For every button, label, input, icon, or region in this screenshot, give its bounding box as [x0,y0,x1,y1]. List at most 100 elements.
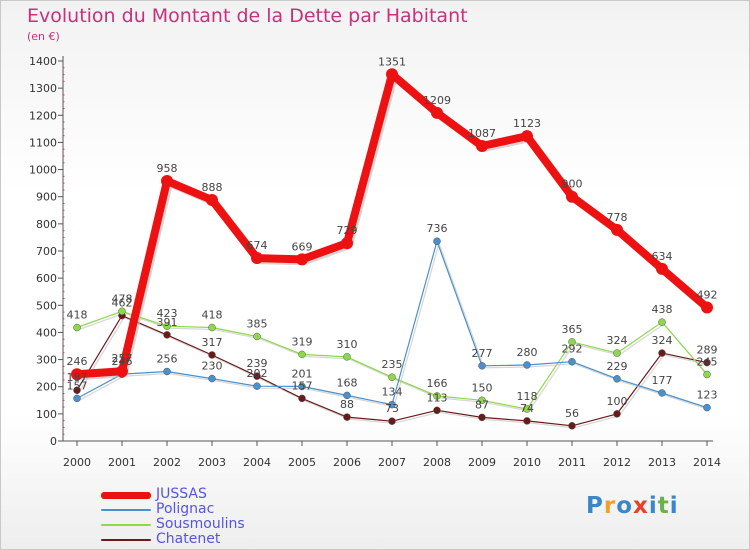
data-label-chatenet: 462 [112,297,133,310]
data-label-chatenet: 157 [292,379,313,392]
logo-letter: r [603,493,617,519]
data-label-jussas: 257 [112,352,133,365]
data-label-polignac: 157 [67,379,88,392]
data-label-jussas: 492 [697,288,718,301]
data-label-polignac: 229 [607,360,628,373]
data-label-jussas: 1351 [378,55,406,68]
data-label-jussas: 674 [247,239,268,252]
data-point-polignac [478,362,486,370]
data-label-sousmoulins: 418 [202,309,223,322]
y-tick-label: 1300 [29,82,57,95]
legend-label: Polignac [156,501,215,517]
data-point-chatenet [568,422,576,430]
data-point-polignac [523,361,531,369]
data-label-sousmoulins: 324 [607,334,628,347]
logo-letter: i [648,493,658,519]
data-label-sousmoulins: 245 [697,356,718,369]
data-label-chatenet: 74 [520,402,534,415]
data-label-sousmoulins: 235 [382,358,403,371]
data-point-sousmoulins [208,323,216,332]
logo-letter: i [669,493,679,519]
data-point-polignac [613,375,621,383]
data-label-polignac: 736 [427,222,448,235]
data-point-polignac [568,357,576,366]
y-tick-label: 0 [50,435,57,448]
data-label-polignac: 277 [472,347,493,360]
data-point-jussas [566,190,578,203]
data-point-chatenet [343,413,351,421]
chart-title: Evolution du Montant de la Dette par Hab… [27,5,468,27]
data-point-chatenet [658,349,666,357]
data-point-sousmoulins [253,332,261,341]
data-label-chatenet: 187 [67,371,88,384]
x-tick-label: 2008 [423,456,451,469]
data-label-jussas: 246 [67,355,88,368]
data-point-chatenet [298,394,306,403]
y-tick-label: 100 [36,408,57,421]
data-label-polignac: 280 [517,346,538,359]
data-label-chatenet: 391 [157,316,178,329]
data-label-chatenet: 56 [565,407,579,420]
data-point-jussas [386,68,398,81]
legend-swatch [101,539,151,541]
data-point-jussas [296,253,308,266]
x-tick-label: 2005 [288,456,316,469]
x-tick-label: 2003 [198,456,226,469]
data-label-sousmoulins: 385 [247,318,268,331]
legend-swatch [101,491,151,499]
data-point-chatenet [523,417,531,425]
data-point-sousmoulins [613,349,621,357]
x-tick-label: 2000 [63,456,91,469]
y-tick-label: 400 [36,326,57,339]
data-point-jussas [656,262,668,275]
data-label-polignac: 168 [337,376,358,389]
data-label-polignac: 201 [292,367,313,380]
data-label-polignac: 246 [112,355,133,368]
data-label-jussas: 888 [202,181,223,194]
x-tick-label: 2004 [243,456,271,469]
logo-letter: x [633,493,649,519]
data-point-chatenet [703,358,711,367]
data-label-sousmoulins: 310 [337,338,358,351]
data-point-polignac [343,391,351,400]
data-point-jussas [521,130,533,143]
data-label-jussas: 1209 [423,94,451,107]
data-point-sousmoulins [343,353,351,361]
data-label-jussas: 958 [157,162,178,175]
data-point-polignac [703,403,711,412]
data-point-polignac [208,374,216,383]
data-label-chatenet: 100 [607,395,628,408]
data-label-polignac: 256 [157,353,178,366]
y-tick-label: 1100 [29,136,57,149]
data-label-chatenet: 113 [427,391,448,404]
x-tick-label: 2012 [603,456,631,469]
data-label-polignac: 230 [202,360,223,373]
data-label-chatenet: 289 [697,344,718,357]
data-point-sousmoulins [433,392,441,400]
data-point-polignac [163,367,171,376]
y-tick-label: 700 [36,245,57,258]
logo-letter: P [586,493,604,519]
data-label-chatenet: 239 [247,357,268,370]
data-point-sousmoulins [163,322,171,330]
data-label-sousmoulins: 319 [292,335,313,348]
data-label-chatenet: 324 [652,334,673,347]
data-label-sousmoulins: 438 [652,303,673,316]
data-point-sousmoulins [118,307,126,316]
x-tick-label: 2010 [513,456,541,469]
x-tick-label: 2011 [558,456,586,469]
data-point-chatenet [163,331,171,339]
data-label-polignac: 177 [652,374,673,387]
y-tick-label: 1200 [29,109,57,122]
data-label-jussas: 729 [337,224,358,237]
data-point-jussas [116,365,128,378]
data-label-chatenet: 88 [340,398,354,411]
data-label-jussas: 778 [607,211,628,224]
data-point-polignac [253,382,261,390]
series-line-jussas [73,70,711,379]
data-label-sousmoulins: 150 [472,381,493,394]
x-tick-label: 2006 [333,456,361,469]
data-point-sousmoulins [568,338,576,346]
data-point-jussas [206,193,218,206]
